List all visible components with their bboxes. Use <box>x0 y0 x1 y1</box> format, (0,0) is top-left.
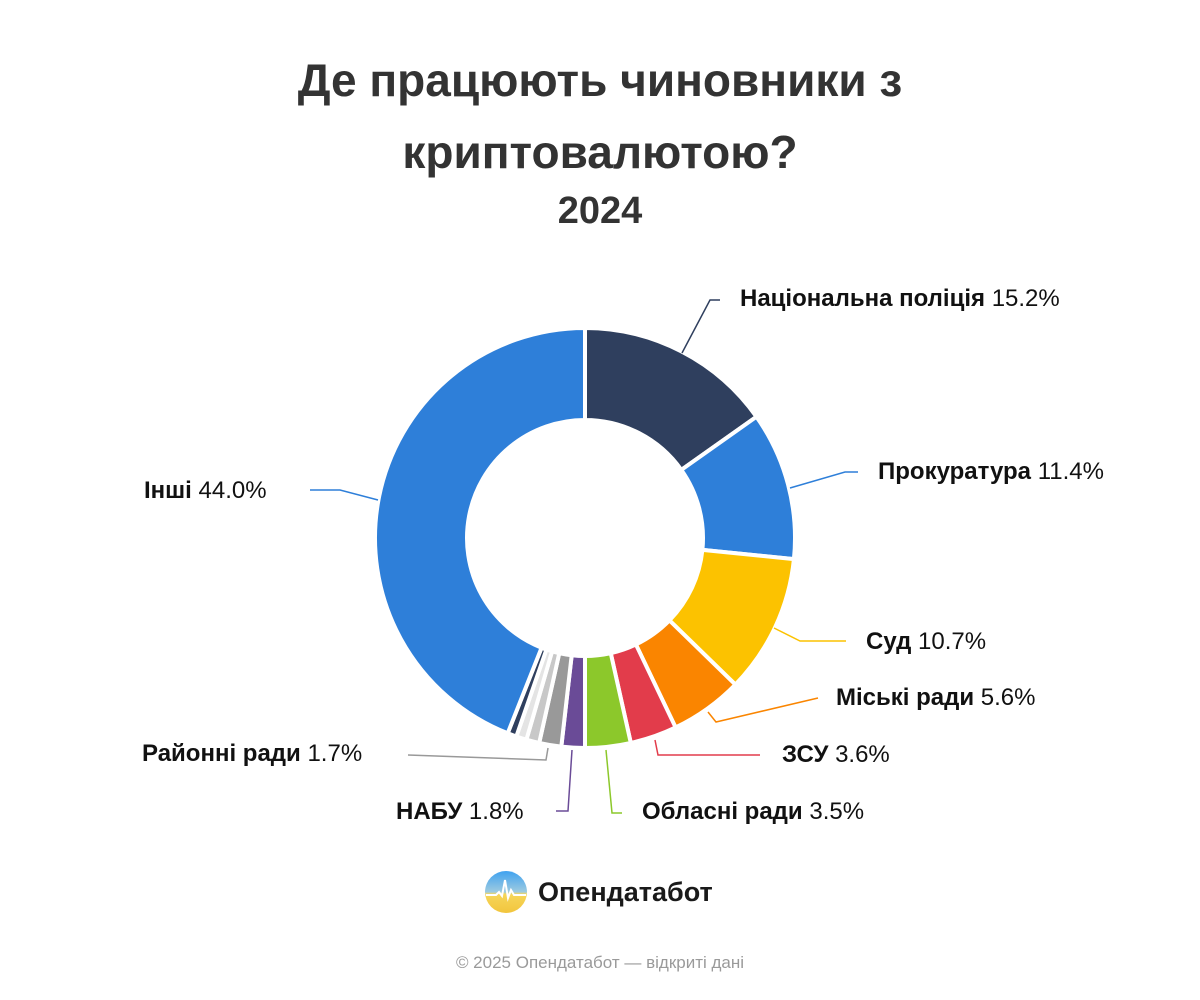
donut-slices <box>373 326 797 750</box>
label-nabu: НАБУ 1.8% <box>396 798 524 825</box>
chart-subtitle: 2024 <box>557 190 643 232</box>
chart-title: Де працюють чиновники з криптовалютою? <box>0 44 1200 188</box>
brand-logo: Опендатабот <box>484 870 713 914</box>
leader-line-zsu <box>654 739 760 756</box>
label-oblasni-rady: Обласні ради 3.5% <box>642 798 865 825</box>
leader-line-prokuratura <box>789 471 858 489</box>
label-inshi: Інші 44.0% <box>144 477 267 504</box>
leader-line-oblasni <box>605 749 622 814</box>
leader-lines <box>310 299 858 814</box>
footer-copyright: © 2025 Опендатабот — відкриті дані <box>455 953 745 972</box>
leader-line-raionni <box>407 747 549 761</box>
leader-line-police <box>681 299 720 354</box>
label-sud: Суд 10.7% <box>866 628 987 655</box>
brand-name: Опендатабот <box>538 876 713 907</box>
title-line-2: криптовалютою? <box>402 126 798 178</box>
label-miski-rady: Міські ради 5.6% <box>836 684 1036 711</box>
title-line-1: Де працюють чиновники з <box>297 54 903 106</box>
label-prokuratura: Прокуратура 11.4% <box>878 458 1104 485</box>
opendatabot-logo-icon <box>485 871 527 913</box>
leader-line-inshi <box>310 489 379 501</box>
label-raionni-rady: Районні ради 1.7% <box>142 740 363 767</box>
label-zsu: ЗСУ 3.6% <box>782 741 890 768</box>
leader-line-miski <box>707 697 819 723</box>
leader-line-nabu <box>556 749 573 812</box>
donut-slice <box>373 326 587 736</box>
label-police: Національна поліція 15.2% <box>740 285 1060 312</box>
leader-line-sud <box>773 627 846 642</box>
